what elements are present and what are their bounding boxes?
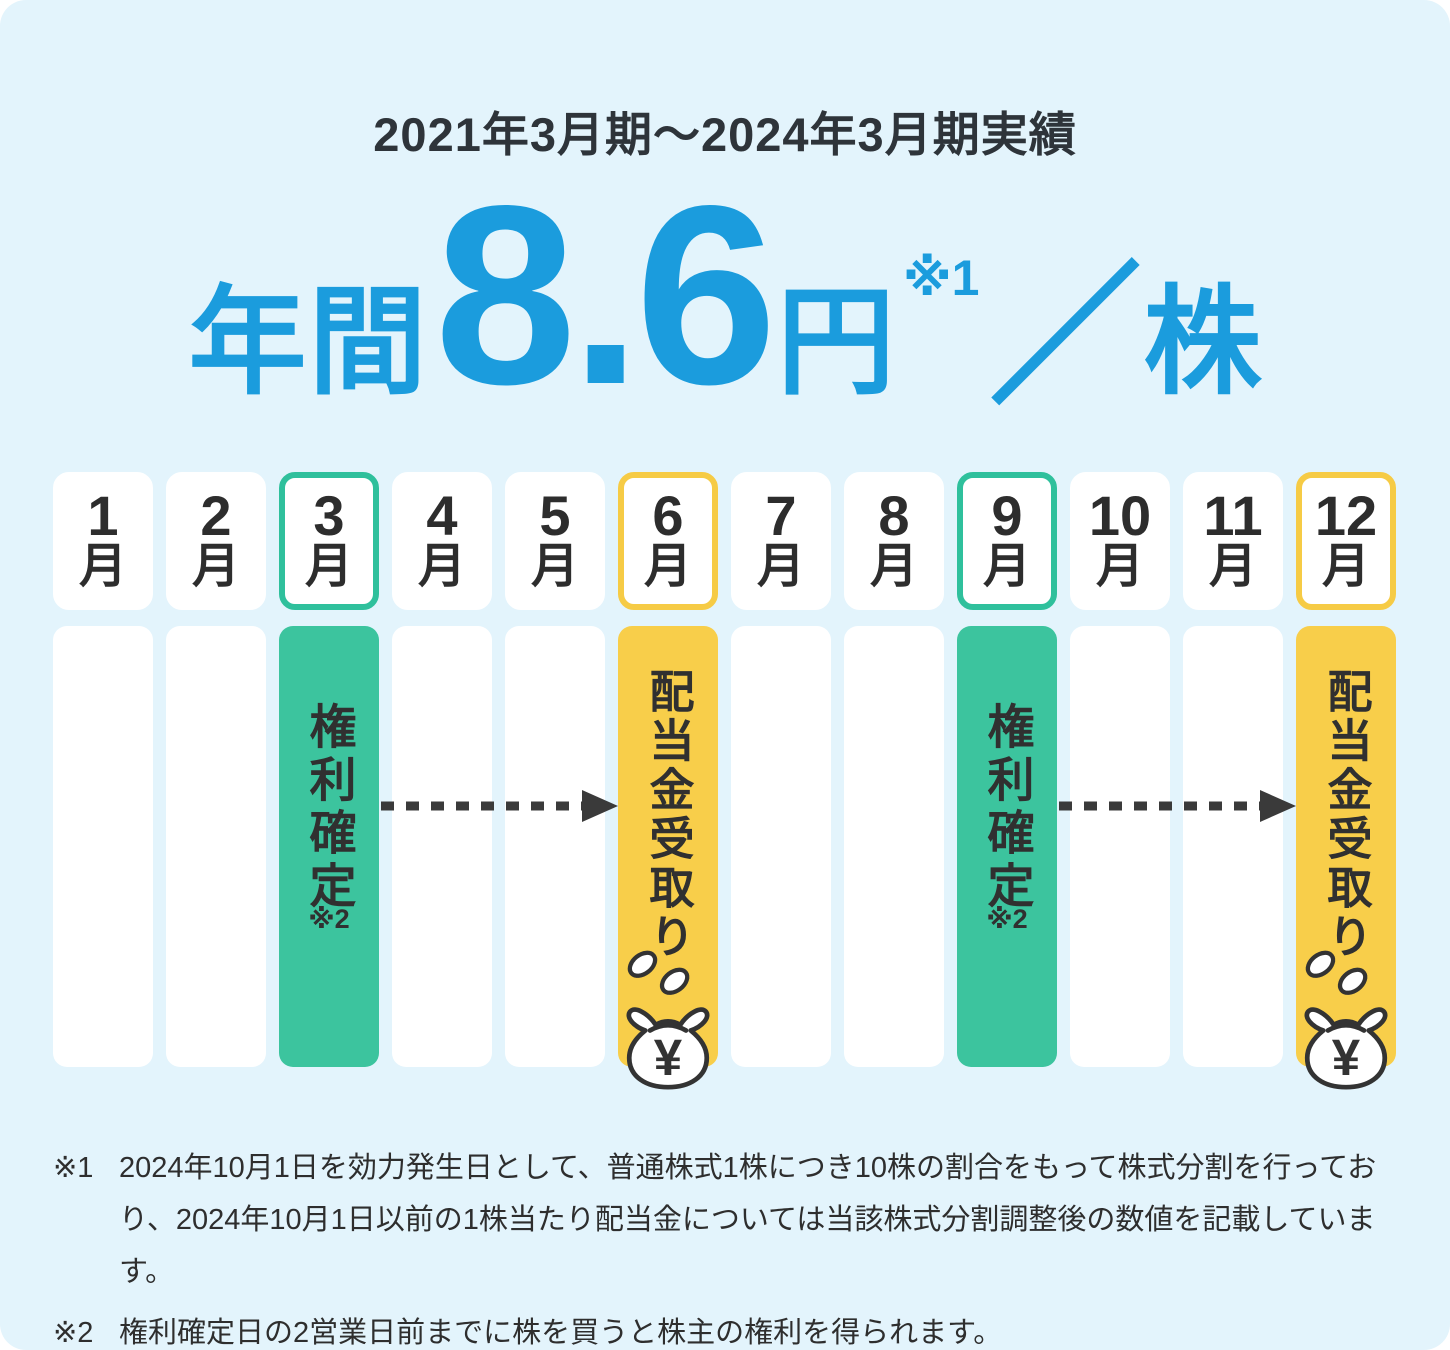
dividend-flow-arrow-september-december [1059,790,1296,822]
per-share-slash: ／ [989,252,1142,422]
yen-symbol: ¥ [1332,1029,1361,1086]
month-column-1: 1 月 [53,472,153,1067]
footnote-1: ※1 2024年10月1日を効力発生日として、普通株式1株につき10株の割合をも… [53,1142,1422,1299]
month-bar-2 [166,626,266,1067]
month-suffix: 月 [756,540,805,594]
month-number: 4 [426,484,458,548]
month-column-8: 8 月 [844,472,944,1067]
month-number: 12 [1314,484,1378,548]
month-bar-11 [1183,626,1283,1067]
record-date-label: 権利確定 [302,702,356,914]
month-bar-10 [1070,626,1170,1067]
month-column-4: 4 月 [392,472,492,1067]
month-header-12: 12 月 [1296,472,1396,610]
month-column-5: 5 月 [505,472,605,1067]
month-column-6: 6 月 配当金受取り ¥ [618,472,718,1090]
money-bag-mouth [1325,1022,1367,1033]
month-number: 10 [1088,484,1152,548]
month-suffix: 月 [869,540,918,594]
footnotes: ※1 2024年10月1日を効力発生日として、普通株式1株につき10株の割合をも… [53,1142,1422,1350]
month-number: 3 [313,484,345,548]
month-number: 11 [1203,484,1263,548]
month-header-11: 11 月 [1183,472,1283,610]
month-column-9: 9 月 権利確定 ※2 [957,472,1057,1067]
payout-label: 配当金受取り [642,668,694,962]
month-number: 7 [765,484,797,548]
month-column-12: 12 月 配当金受取り ¥ [1296,472,1396,1090]
month-timeline: 1 月 2 月 3 月 権利確定 ※2 [53,472,1397,1090]
payout-bar-june: 配当金受取り ¥ [618,626,718,1090]
month-bar-1 [53,626,153,1067]
month-header-6: 6 月 [618,472,718,610]
month-number: 9 [991,484,1023,548]
dividend-amount: 8.6 [434,153,777,438]
month-suffix: 月 [1095,540,1144,594]
payout-label: 配当金受取り [1320,668,1372,962]
coin-icon [627,950,658,978]
coin-icon [1337,967,1368,995]
month-column-10: 10 月 [1070,472,1170,1067]
money-bag-icon: ¥ [1304,950,1388,1090]
footnote-marker: ※2 [53,1316,94,1349]
record-date-label: 権利確定 [980,702,1034,914]
month-bar-8 [844,626,944,1067]
money-bag-mouth [647,1022,689,1033]
month-header-9: 9 月 [957,472,1057,610]
month-number: 6 [652,484,684,548]
month-header-1: 1 月 [53,472,153,610]
month-suffix: 月 [78,540,127,594]
month-suffix: 月 [643,540,692,594]
month-bar-4 [392,626,492,1067]
footnote-text: 権利確定日の2営業日前までに株を買うと株主の権利を得られます。 [119,1316,1003,1349]
coin-icon [1305,950,1336,978]
month-header-4: 4 月 [392,472,492,610]
annual-dividend-headline: 年間8.6円 ※1／株 [0,168,1450,423]
month-suffix: 月 [304,540,353,594]
period-title: 2021年3月期～2024年3月期実績 [373,108,1077,161]
month-number: 8 [878,484,910,548]
month-suffix: 月 [530,540,579,594]
month-suffix: 月 [1208,540,1257,594]
month-suffix: 月 [417,540,466,594]
month-header-7: 7 月 [731,472,831,610]
footnote2-reference: ※2 [308,904,350,934]
month-bar-5 [505,626,605,1067]
month-header-8: 8 月 [844,472,944,610]
annual-label: 年間 [188,277,429,409]
footnote-marker: ※1 [53,1152,94,1184]
month-header-5: 5 月 [505,472,605,610]
month-number: 5 [539,484,571,548]
footnote1-reference: ※1 [903,250,980,306]
record-date-bar-september: 権利確定 ※2 [957,626,1057,1067]
month-number: 2 [200,484,232,548]
footnote-text: 2024年10月1日を効力発生日として、普通株式1株につき10株の割合をもって株… [119,1152,1377,1289]
footnote-2: ※2 権利確定日の2営業日前までに株を買うと株主の権利を得られます。 [53,1307,1422,1350]
month-suffix: 月 [982,540,1031,594]
month-column-11: 11 月 [1183,472,1283,1067]
month-column-3: 3 月 権利確定 ※2 [279,472,379,1067]
money-bag-icon: ¥ [626,950,710,1090]
record-date-bar-march: 権利確定 ※2 [279,626,379,1067]
yen-unit-label: 円 [777,277,896,409]
month-number: 1 [87,484,119,548]
month-suffix: 月 [191,540,240,594]
month-column-2: 2 月 [166,472,266,1067]
month-header-3: 3 月 [279,472,379,610]
payout-bar-december: 配当金受取り ¥ [1296,626,1396,1090]
yen-symbol: ¥ [654,1029,683,1086]
coin-icon [659,967,690,995]
footnote2-reference: ※2 [986,904,1028,934]
month-header-10: 10 月 [1070,472,1170,610]
month-bar-7 [731,626,831,1067]
share-unit-label: 株 [1143,277,1262,409]
month-suffix: 月 [1321,540,1370,594]
dividend-flow-arrow-march-june [381,790,618,822]
month-column-7: 7 月 [731,472,831,1067]
month-header-2: 2 月 [166,472,266,610]
